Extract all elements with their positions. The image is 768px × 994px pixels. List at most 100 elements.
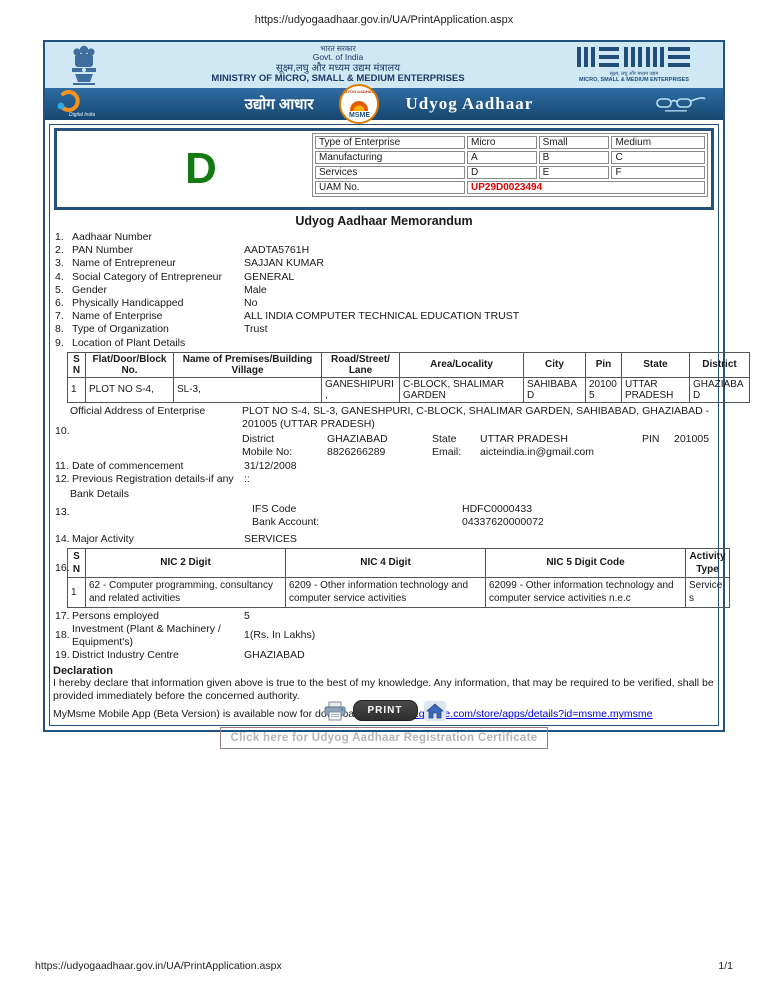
col-premises: Name of Premises/Building Village [173, 351, 322, 378]
field-number: 17. [55, 609, 70, 622]
india-emblem-logo [45, 44, 123, 86]
field-organization-type: 8. Type of Organization Trust [53, 323, 715, 336]
official-address-label: Official Address of Enterprise [70, 404, 206, 417]
field-value: No [244, 297, 258, 310]
field-pan-number: 2. PAN Number AADTA5761H [53, 244, 715, 257]
cell-sn: 1 [67, 376, 86, 403]
cell-value: A [467, 151, 537, 164]
cell-road: GANESHIPURI, [321, 376, 400, 403]
digital-india-swoosh-icon [57, 90, 80, 112]
certificate-row: Click here for Udyog Aadhaar Registratio… [0, 727, 768, 749]
memorandum-frame: D Type of Enterprise Micro Small Medium … [49, 124, 750, 727]
state-label: State [432, 433, 457, 446]
field-label: Social Category of Entrepreneur [72, 270, 222, 283]
field-label: Gender [72, 283, 108, 296]
cell-district: GHAZIABAD [689, 376, 750, 403]
email-value: aicteindia.in@gmail.com [480, 446, 594, 459]
msme-logo: सूक्ष्म, लघु और मध्यम उद्यम MICRO, SMALL… [553, 46, 723, 84]
nic-block: 16. SN NIC 2 Digit NIC 4 Digit NIC 5 Dig… [53, 547, 730, 608]
field-number: 8. [55, 323, 64, 336]
enterprise-type-table: Type of Enterprise Micro Small Medium Ma… [312, 133, 708, 197]
field-label: Previous Registration details-if any [72, 472, 234, 485]
cell-city: SAHIBABAD [523, 376, 586, 403]
field-physically-handicapped: 6. Physically Handicapped No [53, 297, 715, 310]
field-number: 13. [55, 506, 70, 519]
cell-state: UTTAR PRADESH [621, 376, 690, 403]
cell-type-of-enterprise: Type of Enterprise [315, 136, 465, 149]
field-label: Investment (Plant & Machinery / Equipmen… [72, 622, 221, 649]
mobile-value: 8826266289 [327, 446, 386, 459]
ashoka-emblem-icon [72, 45, 96, 85]
digital-india-label: Digital India [69, 112, 96, 118]
ministry-title-english: MINISTRY OF MICRO, SMALL & MEDIUM ENTERP… [211, 73, 465, 85]
document-frame: भारत सरकार Govt. of India सूक्ष्म,लघु और… [43, 40, 750, 733]
mobile-label: Mobile No: [242, 446, 293, 459]
table-row: 1 62 - Computer programming, consultancy… [67, 577, 730, 608]
col-flat: Flat/Door/Block No. [85, 351, 174, 378]
field-value: 31/12/2008 [244, 459, 297, 472]
field-value [244, 231, 715, 244]
ifs-code-value: HDFC0000433 [462, 503, 533, 516]
cell-activity-type: Services [685, 577, 730, 608]
field-number: 2. [55, 244, 64, 257]
field-label: Name of Entrepreneur [72, 257, 176, 270]
field-value: 1(Rs. In Lakhs) [244, 629, 316, 642]
col-sn: SN [67, 351, 86, 378]
district-label: District [242, 433, 275, 446]
badge-text-bottom: MSME [348, 112, 370, 119]
field-label: Major Activity [72, 532, 134, 545]
col-nic2: NIC 2 Digit [85, 547, 286, 579]
field-social-category: 4. Social Category of Entrepreneur GENERAL [53, 271, 715, 284]
cell-value: D [467, 166, 537, 179]
print-button[interactable]: PRINT [352, 700, 418, 721]
nic-code-table: SN NIC 2 Digit NIC 4 Digit NIC 5 Digit C… [67, 547, 730, 608]
table-row: Services D E F [315, 166, 705, 179]
enterprise-category-box: D Type of Enterprise Micro Small Medium … [54, 128, 714, 210]
col-district: District [689, 351, 750, 378]
bank-account-value: 04337620000072 [462, 516, 544, 529]
field-value: :: [244, 472, 250, 485]
field-value: SAJJAN KUMAR [244, 257, 324, 270]
plant-details-table: SN Flat/Door/Block No. Name of Premises/… [67, 351, 750, 403]
field-district-industry-centre: 19. District Industry Centre GHAZIABAD [53, 649, 715, 662]
home-icon[interactable] [423, 700, 446, 721]
email-label: Email: [432, 446, 462, 459]
cell-value: F [611, 166, 705, 179]
cell-nic5: 62099 - Other information technology and… [485, 577, 686, 608]
district-value: GHAZIABAD [327, 433, 388, 446]
digital-india-logo: Digital India [45, 90, 140, 118]
udyog-aadhaar-msme-badge-icon: UDYOG AADHAAR MSME [339, 84, 380, 124]
field-label: Persons employed [72, 609, 159, 622]
udyog-aadhaar-bar: Digital India उद्योग आधार UDYOG AADHAAR … [45, 84, 723, 124]
col-road: Road/Street/ Lane [321, 351, 400, 378]
field-number: 12. [55, 472, 70, 485]
field-number: 18. [55, 629, 70, 642]
category-letter: D [185, 144, 217, 193]
printer-icon[interactable] [323, 701, 347, 721]
cell-micro: Micro [467, 136, 537, 149]
col-pin: Pin [585, 351, 622, 378]
badge-sun-shape [350, 101, 369, 111]
official-address-value: PLOT NO S-4, SL-3, GANESHPURI, C-BLOCK, … [242, 404, 710, 431]
registration-certificate-link[interactable]: Click here for Udyog Aadhaar Registratio… [219, 727, 549, 749]
field-label: PAN Number [72, 244, 134, 257]
uam-number: UP29D0023494 [467, 181, 705, 194]
field-number: 19. [55, 649, 70, 662]
bar-title-hindi: उद्योग आधार [244, 96, 314, 113]
field-value: Male [244, 283, 267, 296]
field-plant-location: 9. Location of Plant Details [53, 337, 715, 350]
field-number: 14. [55, 532, 70, 545]
col-state: State [621, 351, 690, 378]
field-value [244, 337, 715, 350]
field-value: SERVICES [244, 532, 297, 545]
col-city: City [523, 351, 586, 378]
pin-label: PIN [642, 433, 660, 446]
field-label: Aadhaar Number [72, 231, 152, 243]
msme-tagline-hindi: सूक्ष्म, लघु और मध्यम उद्यम [609, 71, 659, 77]
field-number: 7. [55, 310, 64, 323]
cell-value: E [538, 166, 610, 179]
bar-titles: उद्योग आधार UDYOG AADHAAR MSME Udyog Aad… [140, 84, 638, 124]
field-number: 5. [55, 283, 64, 296]
footer-url: https://udyogaadhaar.gov.in/UA/PrintAppl… [35, 960, 282, 972]
field-aadhaar-number: 1. Aadhaar Number [53, 231, 715, 244]
